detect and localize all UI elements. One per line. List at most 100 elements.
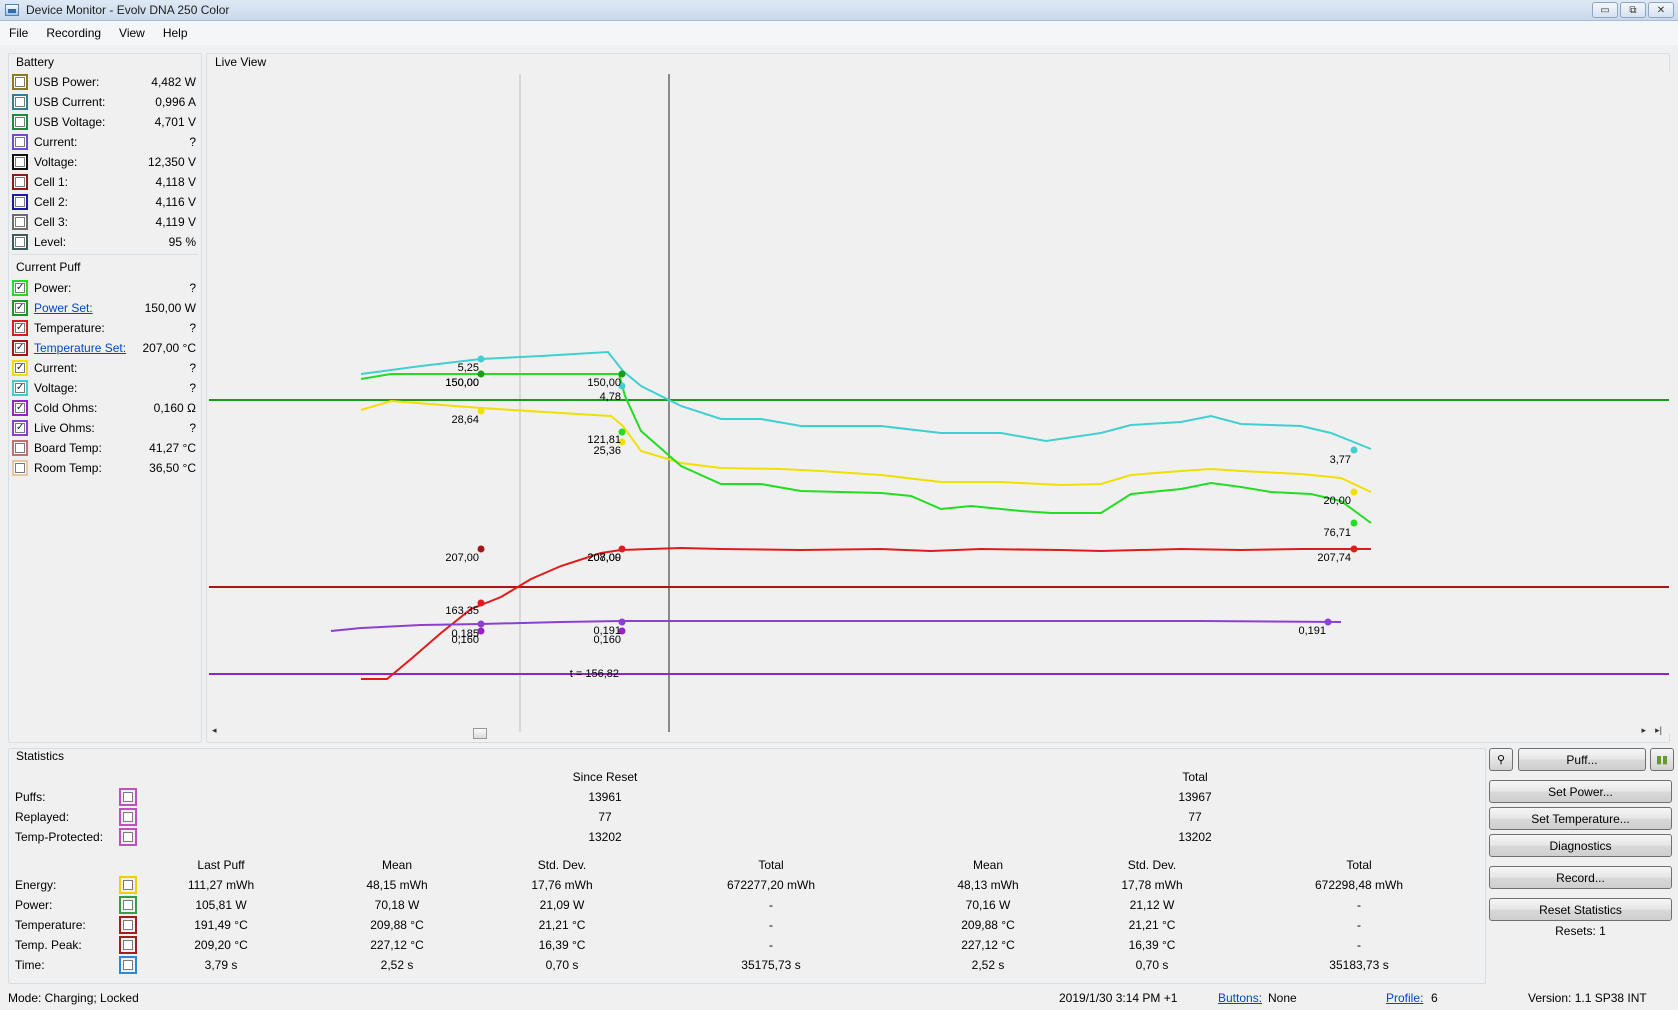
puff-checkbox[interactable]: ✓ <box>12 280 28 296</box>
battery-value: ? <box>189 135 196 149</box>
checkmark-icon: ✓ <box>15 382 25 393</box>
scroll-left-icon[interactable]: ◂ <box>212 725 217 735</box>
stat-row-checkbox[interactable] <box>119 936 137 954</box>
series-value-label: 0,160 <box>593 634 621 646</box>
battery-checkbox[interactable] <box>12 134 28 150</box>
menu-file[interactable]: File <box>9 26 29 40</box>
pause-button[interactable]: ▮▮ <box>1650 748 1674 771</box>
stat-value: 70,16 W <box>965 898 1011 912</box>
stat-value: 21,21 °C <box>538 918 586 932</box>
series-value-label: 5,25 <box>458 362 479 374</box>
buttons-link[interactable]: Buttons: <box>1218 991 1263 1005</box>
stat-row-checkbox[interactable] <box>119 956 137 974</box>
stat-value: 16,39 °C <box>538 938 586 952</box>
datetime-status: 2019/1/30 3:14 PM +1 <box>1059 991 1178 1005</box>
stat-value: 17,78 mWh <box>1121 878 1183 892</box>
puff-label[interactable]: Temperature Set: <box>34 341 127 355</box>
battery-checkbox[interactable] <box>12 234 28 250</box>
battery-checkbox[interactable] <box>12 214 28 230</box>
puff-button[interactable]: Puff... <box>1518 748 1646 771</box>
battery-checkbox[interactable] <box>12 114 28 130</box>
record-button[interactable]: Record... <box>1489 866 1672 889</box>
menu-recording[interactable]: Recording <box>46 26 102 40</box>
battery-section-title: Battery <box>16 55 55 69</box>
battery-checkbox[interactable] <box>12 154 28 170</box>
battery-checkbox[interactable] <box>12 94 28 110</box>
series-value-label: 150,00 <box>445 377 479 389</box>
battery-value: 4,119 V <box>155 215 196 229</box>
pause-icon: ▮▮ <box>1655 754 1669 766</box>
puff-checkbox[interactable]: ✓ <box>12 380 28 396</box>
stat-row-checkbox[interactable] <box>119 876 137 894</box>
checkbox-box <box>123 940 133 950</box>
series-value-label: 28,64 <box>451 414 479 426</box>
stat-value: 35175,73 s <box>741 958 801 972</box>
puff-checkbox[interactable] <box>12 440 28 456</box>
version-status: Version: 1.1 SP38 INT <box>1528 991 1647 1005</box>
minimize-button[interactable]: ▭ <box>1592 2 1618 18</box>
stat-value: 21,12 W <box>1129 898 1175 912</box>
puff-label: Board Temp: <box>34 441 102 455</box>
menu-view[interactable]: View <box>119 26 145 40</box>
stat-value: 48,13 mWh <box>957 878 1019 892</box>
statistics-panel: Statistics Since Reset Total Puffs: 13961 13… <box>8 748 1486 984</box>
puff-checkbox[interactable]: ✓ <box>12 360 28 376</box>
stat-value: 209,88 °C <box>961 918 1015 932</box>
battery-checkbox[interactable] <box>12 174 28 190</box>
battery-checkbox[interactable] <box>12 74 28 90</box>
puff-value: 41,27 °C <box>149 441 196 455</box>
puff-label[interactable]: Power Set: <box>34 301 93 315</box>
current-puff-section-title: Current Puff <box>16 260 81 274</box>
stat-count-checkbox[interactable] <box>119 788 137 806</box>
stat-column-header: Mean <box>381 858 413 872</box>
puff-checkbox[interactable]: ✓ <box>12 320 28 336</box>
stat-count-checkbox[interactable] <box>119 808 137 826</box>
series-marker <box>618 627 626 635</box>
series-marker <box>477 599 485 607</box>
scrollbar-thumb[interactable] <box>473 728 487 739</box>
stat-column-header: Last Puff <box>197 858 245 872</box>
stat-row-checkbox[interactable] <box>119 916 137 934</box>
stat-column-header: Total <box>1346 858 1372 872</box>
battery-label: Cell 2: <box>34 195 69 209</box>
series-marker <box>1350 446 1358 454</box>
stat-count-total: 13202 <box>1178 830 1212 844</box>
scroll-end-icon[interactable]: ▸| <box>1655 725 1662 735</box>
puff-checkbox[interactable]: ✓ <box>12 400 28 416</box>
puff-checkbox[interactable]: ✓ <box>12 420 28 436</box>
series-marker <box>477 407 485 415</box>
series-value-label: 150,00 <box>445 377 479 389</box>
battery-row: USB Power: 4,482 W <box>12 72 198 92</box>
puff-checkbox[interactable]: ✓ <box>12 340 28 356</box>
puff-row: ✓ Live Ohms:? <box>12 418 198 438</box>
stat-value: 0,70 s <box>1135 958 1169 972</box>
stat-value: 70,18 W <box>374 898 420 912</box>
set-power-button[interactable]: Set Power... <box>1489 780 1672 803</box>
profile-link[interactable]: Profile: <box>1386 991 1424 1005</box>
scroll-right-icon[interactable]: ▸ <box>1641 725 1646 735</box>
series-marker <box>1350 488 1358 496</box>
stat-count-checkbox[interactable] <box>119 828 137 846</box>
stat-row-checkbox[interactable] <box>119 896 137 914</box>
reset-statistics-button[interactable]: Reset Statistics <box>1489 898 1672 921</box>
pin-button[interactable]: ⚲ <box>1489 748 1513 771</box>
puff-checkbox[interactable]: ✓ <box>12 300 28 316</box>
puff-checkbox[interactable] <box>12 460 28 476</box>
puff-value: 36,50 °C <box>149 461 196 475</box>
battery-value: 4,482 W <box>151 75 196 89</box>
chart-scrollbar[interactable]: ◂ ▸ ▸| <box>210 725 1666 741</box>
close-button[interactable]: ✕ <box>1648 2 1674 18</box>
app-icon <box>5 4 19 16</box>
battery-checkbox[interactable] <box>12 194 28 210</box>
set-temperature-button[interactable]: Set Temperature... <box>1489 807 1672 830</box>
battery-label: Voltage: <box>34 155 78 169</box>
diagnostics-button[interactable]: Diagnostics <box>1489 834 1672 857</box>
restore-button[interactable]: ⧉ <box>1620 2 1646 18</box>
puff-label: Cold Ohms: <box>34 401 98 415</box>
puff-row: Room Temp: 36,50 °C <box>12 458 198 478</box>
menu-help[interactable]: Help <box>162 26 188 40</box>
checkbox-box <box>123 900 133 910</box>
puff-label: Room Temp: <box>34 461 102 475</box>
stat-count-label: Replayed: <box>15 810 70 824</box>
live-view-chart[interactable]: 5,25150,00150,0028,64150,004,78121,8125,… <box>207 54 1671 734</box>
